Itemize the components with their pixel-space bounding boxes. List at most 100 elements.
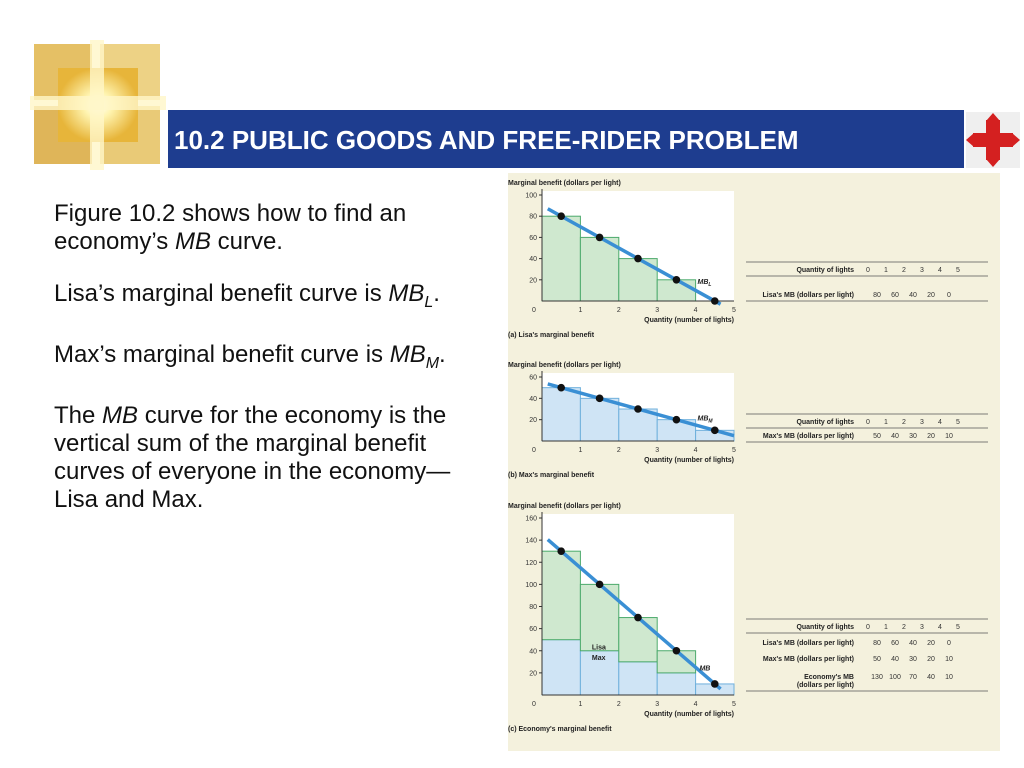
data-point <box>672 415 681 424</box>
x-tick-label: 2 <box>617 307 621 314</box>
table-cell: 50 <box>873 656 881 663</box>
table-cell: 60 <box>891 292 899 299</box>
table-row-label: Max's MB (dollars per light) <box>763 656 854 663</box>
table-cell: 3 <box>920 624 924 631</box>
y-tick-label: 60 <box>529 235 537 242</box>
data-point <box>557 383 565 392</box>
x-tick-label: 4 <box>694 447 698 454</box>
data-point <box>711 297 719 305</box>
bar <box>541 215 581 302</box>
table-cell: 4 <box>938 419 942 426</box>
table-cell: 80 <box>873 292 881 299</box>
bar-max <box>618 661 658 696</box>
table-cell: 10 <box>945 433 953 440</box>
series-label-lisa: Lisa <box>592 645 606 652</box>
table-cell: 20 <box>927 433 935 440</box>
x-tick-label: 2 <box>617 701 621 708</box>
table-cell: 10 <box>945 674 953 681</box>
table-cell: 1 <box>884 624 888 631</box>
panel-caption: (a) Lisa's marginal benefit <box>508 332 595 339</box>
table-row-label: Max's MB (dollars per light) <box>763 433 854 440</box>
bar <box>541 387 581 442</box>
table-cell: 10 <box>945 656 953 663</box>
x-axis-title: Quantity (number of lights) <box>644 317 734 324</box>
bar-lisa <box>618 617 658 663</box>
table-row-label: Quantity of lights <box>796 624 854 631</box>
x-axis-title: Quantity (number of lights) <box>644 457 734 464</box>
y-tick-label: 100 <box>525 193 537 200</box>
x-tick-label: 0 <box>532 447 536 454</box>
mb-curve <box>546 538 722 691</box>
curve-label-sub: L <box>708 282 711 288</box>
table-row-label: Quantity of lights <box>796 267 854 274</box>
paragraph-2: Lisa’s marginal benefit curve is MBL. <box>54 280 440 311</box>
red-cross-arrows-icon[interactable] <box>966 112 1020 168</box>
table-cell: 40 <box>909 292 917 299</box>
table-cell: 0 <box>947 292 951 299</box>
table-cell: 40 <box>909 640 917 647</box>
table-row-label: Lisa's MB (dollars per light) <box>762 292 854 299</box>
x-tick-label: 0 <box>532 307 536 314</box>
x-tick-label: 0 <box>532 701 536 708</box>
x-tick-label: 5 <box>732 307 736 314</box>
table-cell: 0 <box>947 640 951 647</box>
table-cell: 80 <box>873 640 881 647</box>
paragraph-4: The MB curve for the economy is the vert… <box>54 401 451 513</box>
curve-label: MB <box>699 666 710 673</box>
data-point <box>634 405 642 413</box>
y-tick-label: 40 <box>529 396 537 403</box>
bar-max <box>656 672 697 696</box>
y-tick-label: 140 <box>525 538 537 545</box>
title-bar <box>168 110 964 168</box>
x-tick-label: 2 <box>617 447 621 454</box>
table-cell: 130 <box>871 674 883 681</box>
table-row-label: Lisa's MB (dollars per light) <box>762 640 854 647</box>
table-cell: 100 <box>889 674 901 681</box>
bar <box>579 397 620 442</box>
data-point <box>672 646 681 655</box>
y-tick-label: 20 <box>529 417 537 424</box>
bar-max <box>541 639 581 696</box>
curve-label: MBL <box>698 279 712 288</box>
gold-square-logo-icon <box>30 40 166 170</box>
table-cell: 20 <box>927 656 935 663</box>
series-label-max: Max <box>592 655 606 662</box>
y-tick-label: 40 <box>529 256 537 263</box>
x-tick-label: 1 <box>578 447 582 454</box>
x-tick-label: 3 <box>655 307 659 314</box>
panel-caption: (c) Economy's marginal benefit <box>508 726 612 733</box>
curve-label-sub: M <box>708 419 713 425</box>
table-cell: 30 <box>909 656 917 663</box>
data-point <box>595 580 604 589</box>
paragraph-1: Figure 10.2 shows how to find an economy… <box>54 200 407 255</box>
x-tick-label: 4 <box>694 701 698 708</box>
table-cell: 0 <box>866 419 870 426</box>
table-cell: 1 <box>884 419 888 426</box>
table-cell: 0 <box>866 624 870 631</box>
y-tick-label: 60 <box>529 375 537 382</box>
table-cell: 3 <box>920 267 924 274</box>
page-title: 10.2 PUBLIC GOODS AND FREE-RIDER PROBLEM <box>174 125 799 155</box>
table-cell: 40 <box>891 433 899 440</box>
figure-svg: Marginal benefit (dollars per light)1008… <box>508 180 988 733</box>
table-cell: 70 <box>909 674 917 681</box>
curve-label: MBM <box>698 416 714 425</box>
y-tick-label: 160 <box>525 516 537 523</box>
table-cell: 5 <box>956 267 960 274</box>
x-axis-title: Quantity (number of lights) <box>644 711 734 718</box>
y-tick-label: 40 <box>529 648 537 655</box>
y-tick-label: 120 <box>525 560 537 567</box>
x-tick-label: 3 <box>655 447 659 454</box>
table-cell: 30 <box>909 433 917 440</box>
y-tick-label: 20 <box>529 670 537 677</box>
table-cell: 3 <box>920 419 924 426</box>
table-cell: 20 <box>927 640 935 647</box>
x-tick-label: 1 <box>578 701 582 708</box>
y-tick-label: 20 <box>529 277 537 284</box>
data-point <box>711 426 719 435</box>
table-cell: 50 <box>873 433 881 440</box>
table-cell: 0 <box>866 267 870 274</box>
table-cell: 2 <box>902 267 906 274</box>
y-axis-title: Marginal benefit (dollars per light) <box>508 362 621 369</box>
bar-lisa <box>541 550 581 641</box>
